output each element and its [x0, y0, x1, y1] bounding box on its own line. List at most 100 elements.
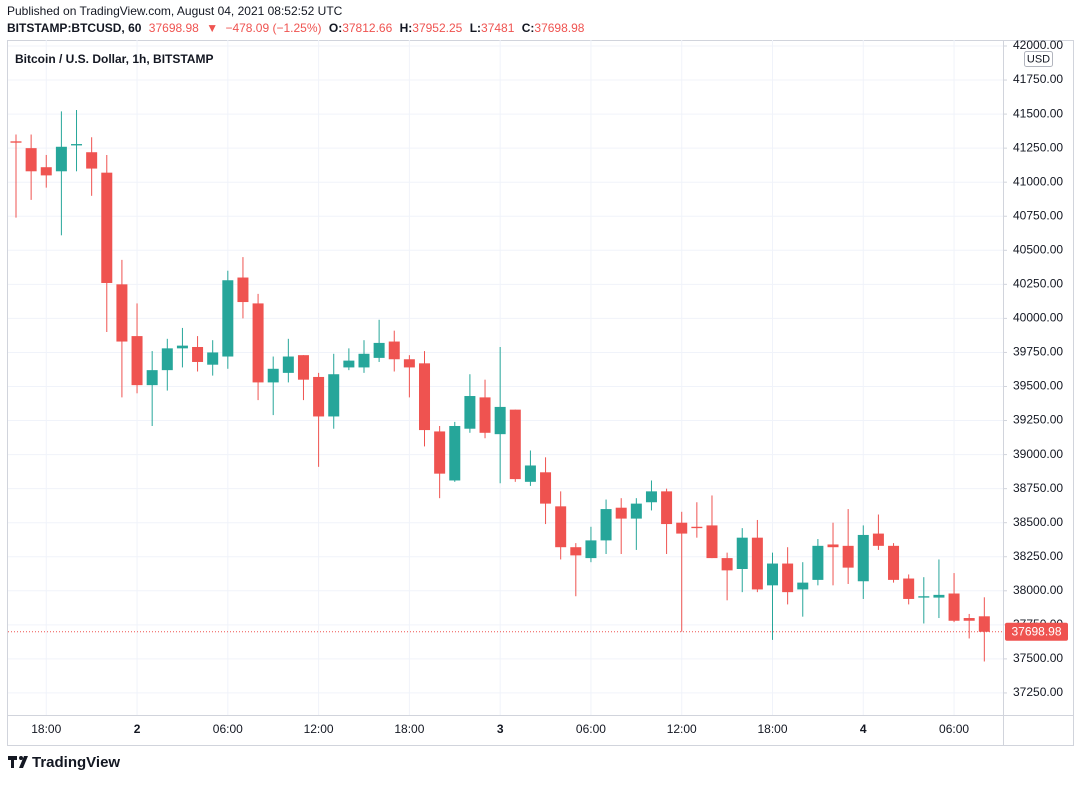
- candle-body: [479, 397, 491, 433]
- candle-body: [328, 374, 340, 417]
- candle-body: [600, 509, 612, 541]
- arrow: ▼: [206, 21, 218, 35]
- candle-body: [282, 356, 294, 373]
- published: Published on TradingView.com, August 04,…: [7, 4, 343, 18]
- candle-body: [71, 144, 83, 146]
- candle-body: [570, 547, 582, 556]
- candle-body: [403, 359, 415, 368]
- candle-body: [782, 563, 794, 593]
- candle-body: [40, 167, 52, 176]
- x-tick-label: 4: [860, 722, 867, 736]
- y-tick-label: 39500.00: [1013, 379, 1063, 393]
- candle-body: [963, 618, 975, 621]
- y-tick-label: 38000.00: [1013, 583, 1063, 597]
- candle-body: [797, 582, 809, 590]
- candle-body: [721, 558, 733, 571]
- x-tick-label: 06:00: [576, 722, 606, 736]
- candle-body: [948, 593, 960, 621]
- candle-body: [555, 506, 567, 548]
- c-value: 37698.98: [534, 21, 584, 35]
- y-tick-label: 40250.00: [1013, 277, 1063, 291]
- candle-body: [373, 342, 385, 358]
- candle-body: [297, 355, 309, 380]
- logo-stem: [11, 756, 14, 768]
- candle-body: [146, 370, 158, 386]
- change: −478.09 (−1.25%): [225, 21, 321, 35]
- candle-body: [645, 491, 657, 503]
- candle-body: [691, 526, 703, 529]
- y-tick-label: 38750.00: [1013, 481, 1063, 495]
- chart-title: Bitcoin / U.S. Dollar, 1h, BITSTAMP: [15, 52, 213, 66]
- candle-body: [176, 345, 188, 349]
- brand: TradingView: [32, 754, 120, 771]
- x-tick-label: 12:00: [667, 722, 697, 736]
- candle-body: [842, 545, 854, 568]
- logo: [8, 756, 28, 768]
- y-tick-label: 41250.00: [1013, 140, 1063, 154]
- candle-body: [222, 280, 234, 357]
- symbol: BITSTAMP:BTCUSD, 60: [7, 21, 142, 35]
- candle-body: [812, 545, 824, 580]
- candle-body: [918, 596, 930, 598]
- candle-body: [585, 540, 597, 559]
- x-tick-label: 18:00: [757, 722, 787, 736]
- candle-body: [464, 396, 476, 429]
- currency-box: [1024, 51, 1053, 67]
- chart-frame: [7, 40, 1074, 746]
- l-value: 37481: [481, 21, 515, 35]
- symbol-line: BITSTAMP:BTCUSD, 60 37698.98 ▼ −478.09 (…: [7, 21, 585, 35]
- currency: USD: [1027, 53, 1050, 65]
- candle-body: [509, 409, 521, 480]
- candle-body: [903, 578, 915, 599]
- candle-body: [827, 544, 839, 548]
- o-value: 37812.66: [342, 21, 392, 35]
- candle-body: [706, 525, 718, 559]
- x-tick-label: 2: [134, 722, 141, 736]
- y-tick-label: 38250.00: [1013, 549, 1063, 563]
- y-tick-label: 37500.00: [1013, 651, 1063, 665]
- y-tick-label: 41000.00: [1013, 174, 1063, 188]
- x-tick-label: 06:00: [939, 722, 969, 736]
- candle-body: [267, 368, 279, 383]
- price-label: 37698.98: [1011, 624, 1061, 638]
- candle-body: [933, 594, 945, 598]
- y-tick-label: 37250.00: [1013, 685, 1063, 699]
- grid: [8, 40, 1003, 715]
- candle-body: [524, 465, 536, 482]
- y-tick-label: 38500.00: [1013, 515, 1063, 529]
- candle-body: [857, 534, 869, 582]
- candle-body: [434, 431, 446, 474]
- h-value: 37952.25: [412, 21, 462, 35]
- logo-dot: [19, 756, 23, 760]
- candle-body: [630, 503, 642, 519]
- candle-body: [449, 425, 461, 481]
- candle-body: [343, 360, 355, 368]
- x-tick-label: 3: [497, 722, 504, 736]
- candle-body: [101, 172, 113, 283]
- o-label: O:: [329, 21, 342, 35]
- candle-body: [10, 141, 22, 143]
- price-label-box: [1005, 622, 1068, 641]
- y-tick-label: 40500.00: [1013, 242, 1063, 256]
- x-tick-label: 12:00: [304, 722, 334, 736]
- l-label: L:: [470, 21, 481, 35]
- candle-body: [736, 537, 748, 569]
- last: 37698.98: [149, 21, 199, 35]
- c-label: C:: [522, 21, 535, 35]
- candle-body: [419, 363, 431, 431]
- candle-body: [388, 341, 400, 360]
- candle-body: [161, 348, 173, 371]
- candle-body: [55, 146, 67, 172]
- x-tick-label: 18:00: [31, 722, 61, 736]
- y-tick-label: 39750.00: [1013, 345, 1063, 359]
- candle-body: [25, 148, 37, 172]
- y-tick-label: 41500.00: [1013, 106, 1063, 120]
- candle-body: [888, 545, 900, 580]
- candle-body: [358, 353, 370, 368]
- y-tick-label: 39000.00: [1013, 447, 1063, 461]
- y-tick-label: 42000.00: [1013, 38, 1063, 52]
- candle-body: [207, 352, 219, 365]
- y-tick-label: 40750.00: [1013, 208, 1063, 222]
- candles: [10, 110, 990, 662]
- x-tick-label: 18:00: [394, 722, 424, 736]
